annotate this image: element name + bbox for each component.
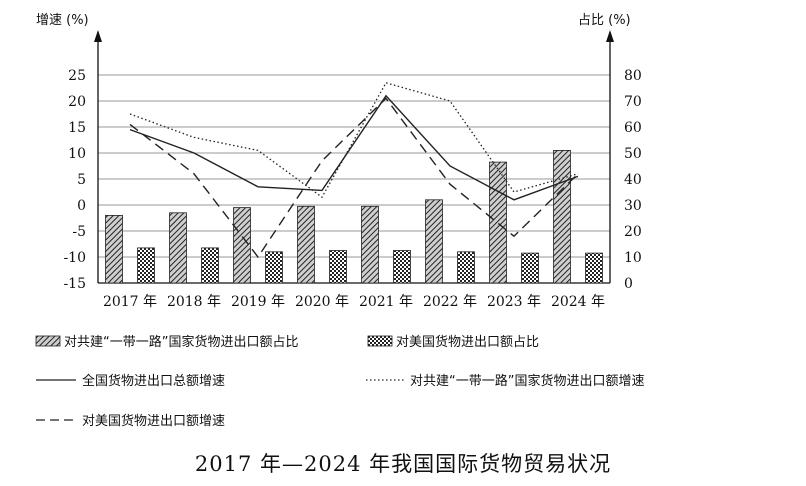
x-axis-labels: 2017 年 2018 年 2019 年 2020 年 2021 年 2022 年 2023… <box>103 294 605 310</box>
left-tick-label-6: -5 <box>72 224 86 240</box>
chart-title: 2017 年—2024 年我国国际货物贸易状况 <box>194 452 612 476</box>
us-share-bar-3 <box>329 250 347 284</box>
left-tick-label-1: 20 <box>68 94 86 110</box>
left-axis-arrow <box>94 30 102 42</box>
x-tick-label-0: 2017 年 <box>103 294 157 310</box>
x-tick-label-1: 2018 年 <box>167 294 221 310</box>
legend: 对共建“一带一路”国家货物进出口额占比 对美国货物进出口额占比 全国货物进出口总… <box>35 334 644 429</box>
right-tick-label-0: 80 <box>624 68 642 84</box>
legend-swatch-checker <box>367 335 393 347</box>
brics-share-bar-7 <box>553 149 571 284</box>
right-tick-label-1: 70 <box>624 94 642 110</box>
right-tick-label-8: 0 <box>624 276 633 292</box>
legend-swatch-hatch <box>35 335 61 347</box>
left-tick-label-5: 0 <box>77 198 86 214</box>
right-tick-label-6: 20 <box>624 224 642 240</box>
brics-growth-line <box>129 82 579 199</box>
right-axis-arrow <box>606 30 614 42</box>
right-tick-label-3: 50 <box>624 146 642 162</box>
right-tick-label-5: 30 <box>624 198 642 214</box>
brics-share-bar-6 <box>489 161 507 284</box>
us-share-bar-4 <box>393 250 411 284</box>
left-axis-label: 增速 (%) <box>36 13 89 28</box>
x-tick-label-4: 2021 年 <box>359 294 413 310</box>
left-axis-ticks: 25 20 15 10 5 0 -5 -10 -15 <box>63 68 86 292</box>
us-share-bar-1 <box>201 247 219 284</box>
right-tick-label-2: 60 <box>624 120 642 136</box>
left-tick-label-2: 15 <box>68 120 86 136</box>
brics-share-bar-2 <box>233 207 251 284</box>
us-share-bar-5 <box>457 251 475 284</box>
left-tick-label-0: 25 <box>68 68 86 84</box>
x-tick-label-3: 2020 年 <box>295 294 349 310</box>
x-tick-label-5: 2022 年 <box>423 294 477 310</box>
legend-label-brics-share: 对共建“一带一路”国家货物进出口额占比 <box>64 334 298 350</box>
left-tick-label-4: 5 <box>77 172 86 188</box>
x-tick-label-2: 2019 年 <box>231 294 285 310</box>
us-share-bar-7 <box>585 252 603 284</box>
brics-share-bar-4 <box>361 205 379 284</box>
legend-label-brics-growth: 对共建“一带一路”国家货物进出口额增速 <box>410 373 644 389</box>
right-axis-label: 占比 (%) <box>578 13 631 28</box>
total-growth-line <box>129 94 579 201</box>
legend-label-us-share: 对美国货物进出口额占比 <box>396 334 539 350</box>
us-share-bar-2 <box>265 251 283 284</box>
us-growth-line <box>129 97 579 259</box>
us-share-bar-6 <box>521 252 539 284</box>
left-tick-label-3: 10 <box>68 146 86 162</box>
right-tick-label-7: 10 <box>624 250 642 266</box>
brics-share-bar-5 <box>425 199 443 284</box>
right-axis-ticks: 80 70 60 50 40 30 20 10 0 <box>624 68 642 292</box>
right-tick-label-4: 40 <box>624 172 642 188</box>
us-share-bar-0 <box>137 247 155 284</box>
brics-share-bar-3 <box>297 205 315 284</box>
legend-label-us-growth: 对美国货物进出口额增速 <box>82 413 225 429</box>
brics-share-bar-1 <box>169 212 187 284</box>
x-tick-label-7: 2024 年 <box>551 294 605 310</box>
bars <box>105 149 603 284</box>
legend-label-total-growth: 全国货物进出口总额增速 <box>82 373 225 389</box>
left-tick-label-7: -10 <box>63 250 86 266</box>
left-tick-label-8: -15 <box>63 276 86 292</box>
brics-share-bar-0 <box>105 214 123 284</box>
x-tick-label-6: 2023 年 <box>487 294 541 310</box>
series-lines <box>129 82 579 259</box>
